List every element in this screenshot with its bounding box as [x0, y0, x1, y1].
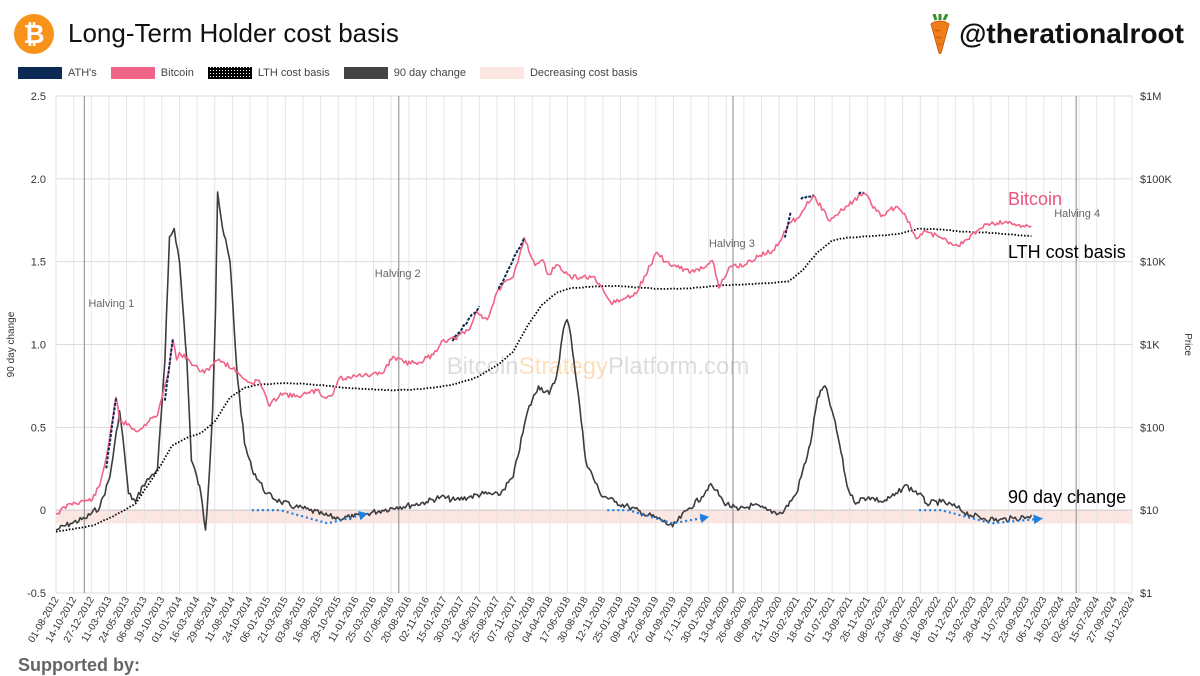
left-tick-label: 2.0	[31, 174, 46, 186]
legend-item-lth-cost-basis[interactable]: LTH cost basis	[207, 67, 330, 79]
halving-label: Halving 2	[375, 268, 421, 280]
watermark-part-1: Bitcoin	[447, 353, 519, 380]
decrease-arrow-head	[1033, 514, 1043, 525]
carrot-icon	[930, 14, 950, 54]
annotation-90-day-change: 90 day change	[1008, 487, 1126, 507]
left-axis-label: 90 day change	[6, 311, 17, 377]
series-bitcoin	[55, 191, 1032, 515]
legend-swatch	[343, 67, 388, 79]
left-tick-label: 1.0	[31, 340, 46, 352]
watermark-part-2: Strategy	[519, 353, 608, 380]
left-tick-label: 2.5	[31, 91, 46, 103]
legend-label: ATH's	[68, 67, 97, 79]
supported-by-label: Supported by:	[18, 655, 140, 675]
right-tick-label: $10	[1140, 505, 1158, 517]
legend-item-decreasing-cost-basis[interactable]: Decreasing cost basis	[479, 67, 638, 79]
author-handle-group: @therationalroot	[927, 14, 1184, 54]
left-tick-label: 0.5	[31, 422, 46, 434]
halving-lines: Halving 1 Halving 2 Halving 3 Halving 4	[83, 96, 1100, 593]
decrease-arrow-head	[699, 513, 710, 524]
legend-swatch	[479, 67, 524, 79]
legend-item-ath[interactable]: ATH's	[18, 67, 97, 79]
author-handle: @therationalroot	[959, 18, 1184, 49]
legend-label: Decreasing cost basis	[529, 67, 638, 79]
legend: ATH's Bitcoin LTH cost basis 90 day chan…	[18, 66, 652, 80]
series-ath-segment	[858, 191, 864, 195]
legend-label: 90 day change	[393, 67, 466, 79]
halving-label: Halving 3	[709, 238, 755, 250]
bitcoin-logo-icon: ₿	[14, 14, 54, 54]
left-tick-label: -0.5	[27, 588, 46, 600]
left-tick-label: 1.5	[31, 257, 46, 269]
left-tick-label: 0	[40, 505, 46, 517]
right-tick-label: $10K	[1140, 257, 1166, 269]
legend-swatch	[207, 67, 252, 79]
series-ath-segment	[800, 194, 814, 200]
annotation-lth-cost-basis: LTH cost basis	[1008, 242, 1126, 262]
series-90-day-change	[55, 191, 1033, 531]
decreasing-cost-basis-bands	[56, 510, 1132, 524]
decrease-arrow-head	[358, 510, 368, 521]
right-tick-label: $100K	[1140, 174, 1172, 186]
legend-swatch	[110, 67, 155, 79]
halving-label: Halving 1	[88, 298, 134, 310]
annotations: Bitcoin LTH cost basis 90 day change	[1008, 189, 1126, 507]
series-lth-cost-basis	[55, 227, 1032, 533]
annotation-bitcoin: Bitcoin	[1008, 189, 1062, 209]
series-ath-segment	[105, 397, 118, 469]
decreasing-cost-basis-band	[56, 510, 1132, 524]
right-tick-label: $1M	[1140, 91, 1161, 103]
header: ₿ Long-Term Holder cost basis @theration…	[0, 0, 1200, 64]
grid	[55, 95, 1133, 594]
series-ath-segment	[163, 339, 174, 401]
decrease-arrows	[251, 509, 1043, 525]
chart-title: Long-Term Holder cost basis	[68, 18, 399, 48]
watermark-part-3: Platform.com	[608, 353, 749, 380]
legend-label: Bitcoin	[160, 67, 194, 79]
right-tick-label: $1	[1140, 588, 1152, 600]
legend-item-90-day-change[interactable]: 90 day change	[343, 67, 466, 79]
right-axis-label: Price	[1182, 333, 1193, 356]
decrease-arrow-line	[919, 509, 1043, 525]
legend-item-bitcoin[interactable]: Bitcoin	[110, 67, 194, 79]
right-tick-label: $100	[1140, 422, 1164, 434]
legend-label: LTH cost basis	[257, 67, 330, 79]
watermark: BitcoinStrategyPlatform.com	[447, 353, 750, 380]
decrease-arrow-line	[607, 509, 710, 525]
series-ath-segment	[783, 211, 792, 238]
series-ath-segment	[497, 237, 526, 290]
legend-swatch	[18, 67, 62, 79]
halving-label: Halving 4	[1054, 208, 1100, 220]
series-ath-segment	[451, 305, 481, 342]
right-tick-label: $1K	[1140, 340, 1160, 352]
series	[55, 191, 1033, 533]
